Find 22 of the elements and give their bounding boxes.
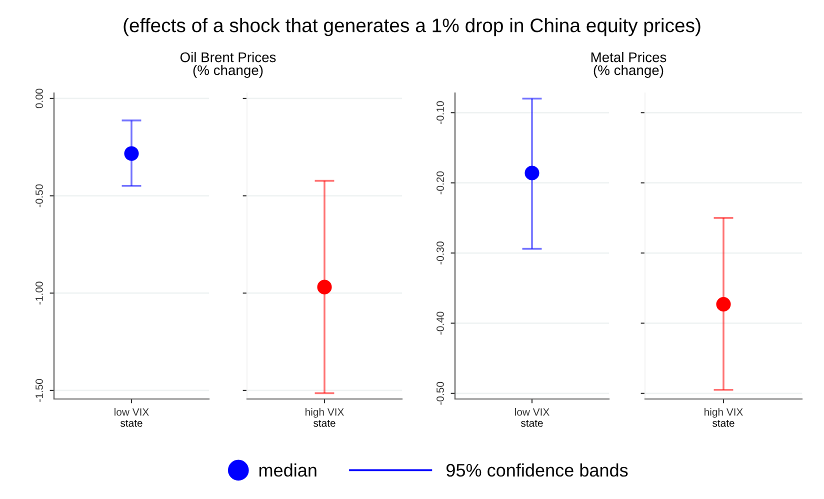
y-tick-label: -0.50 — [436, 382, 444, 405]
y-tick-label: -0.20 — [436, 171, 444, 194]
legend-label: median — [259, 463, 316, 477]
x-axis-title: state — [712, 420, 734, 427]
y-tick-label: -1.00 — [36, 282, 43, 305]
y-tick-label: -0.10 — [436, 101, 444, 124]
y-tick-label: -0.40 — [436, 312, 444, 335]
y-tick-label: -0.50 — [36, 184, 43, 208]
y-tick-label: -1.50 — [36, 378, 43, 402]
x-tick-label: high VIX — [704, 408, 743, 418]
chart-subtitle: Metal Prices (% change) — [591, 52, 666, 78]
text: (effects of a shock that generates a 1% drop in China equity prices) — [124, 18, 700, 36]
x-axis-title: state — [120, 420, 142, 427]
x-axis-title: state — [521, 420, 543, 427]
x-axis-title: state — [314, 420, 336, 427]
y-tick-label: -0.30 — [436, 242, 444, 264]
text: 95% confidence bands — [446, 463, 628, 477]
x-tick-label: low VIX — [515, 408, 550, 416]
x-tick-label: high VIX — [306, 408, 344, 418]
x-tick-label: low VIX — [114, 408, 149, 416]
y-tick-label: 0.00 — [36, 88, 43, 108]
chart-subtitle: Oil Brent Prices (% change) — [180, 52, 276, 78]
